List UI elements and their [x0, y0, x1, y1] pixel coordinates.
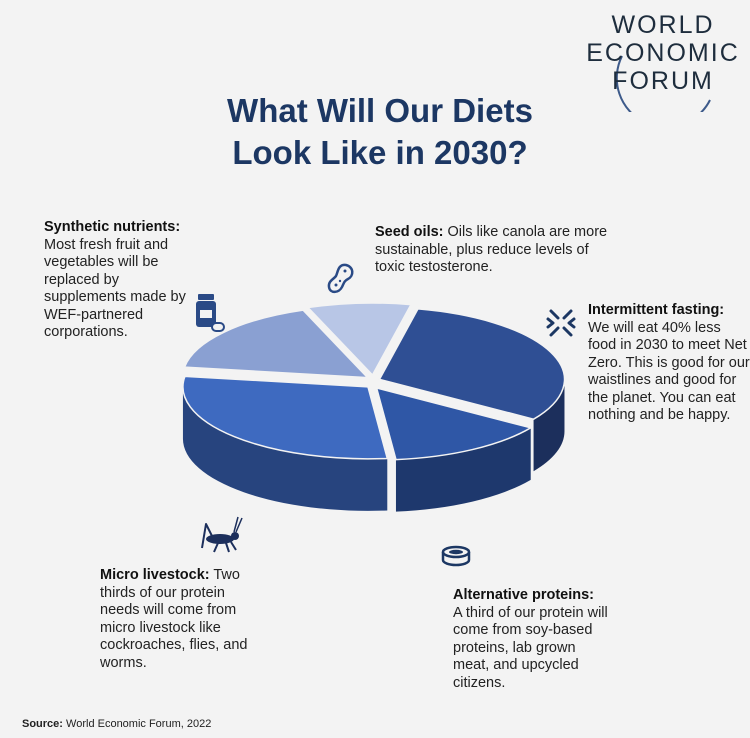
- note-alt-body: A third of our protein will come from so…: [453, 604, 608, 691]
- note-synthetic-body: Most fresh fruit and vegetables will be …: [44, 236, 186, 341]
- pie-slice-synthetic-nutrients: [183, 309, 370, 379]
- logo-arc-icon: [615, 55, 711, 112]
- pie-slice-micro-livestock: [182, 375, 389, 460]
- pie-slice-seed-oils: [306, 302, 413, 377]
- logo-line-forum: FORUM: [612, 67, 714, 95]
- note-synthetic-heading: Synthetic nutrients:: [44, 219, 181, 235]
- source-footnote: Source: World Economic Forum, 2022: [22, 718, 211, 730]
- note-seed-body: Oils like canola are more sustainable, p…: [375, 224, 608, 275]
- note-fasting-heading: Intermittent fasting:: [588, 302, 725, 318]
- wef-logo: WORLD ECONOMIC FORUM: [578, 8, 748, 112]
- pie-side-alternative-proteins: [395, 427, 531, 512]
- source-label: Source:: [22, 718, 63, 730]
- note-seed-heading: Seed oils:: [375, 224, 444, 240]
- note-synthetic-nutrients: Synthetic nutrients: Most fresh fruit an…: [44, 219, 204, 342]
- note-micro-livestock: Micro livestock: Two thirds of our prote…: [100, 567, 260, 672]
- note-fasting-body: We will eat 40% less food in 2030 to mee…: [588, 319, 750, 424]
- title-line-1: What Will Our Diets: [227, 92, 533, 129]
- logo-line-world: WORLD: [611, 11, 715, 39]
- note-seed-oils: Seed oils: Oils like canola are more sus…: [375, 224, 615, 277]
- page-title: What Will Our Diets Look Like in 2030?: [160, 90, 600, 174]
- title-line-2: Look Like in 2030?: [232, 134, 528, 171]
- fasting-x-icon: [546, 309, 576, 337]
- note-micro-body: Two thirds of our protein needs will com…: [100, 567, 248, 671]
- peanut-icon: [327, 263, 354, 294]
- pie-slice-alternative-proteins: [375, 386, 533, 461]
- cricket-icon: [201, 516, 243, 553]
- petri-dish-icon: [441, 545, 471, 567]
- pie-side-micro-livestock: [182, 386, 388, 511]
- note-intermittent-fasting: Intermittent fasting: We will eat 40% le…: [588, 302, 750, 425]
- note-micro-heading: Micro livestock:: [100, 567, 210, 583]
- note-alternative-proteins: Alternative proteins: A third of our pro…: [453, 587, 613, 692]
- supplement-bottle-icon: [196, 294, 225, 332]
- source-text: World Economic Forum, 2022: [66, 718, 212, 730]
- pie-slice-intermittent-fasting: [378, 308, 566, 421]
- logo-line-economic: ECONOMIC: [586, 39, 740, 67]
- note-alt-heading: Alternative proteins:: [453, 587, 594, 603]
- pie-side-intermittent-fasting: [533, 379, 565, 472]
